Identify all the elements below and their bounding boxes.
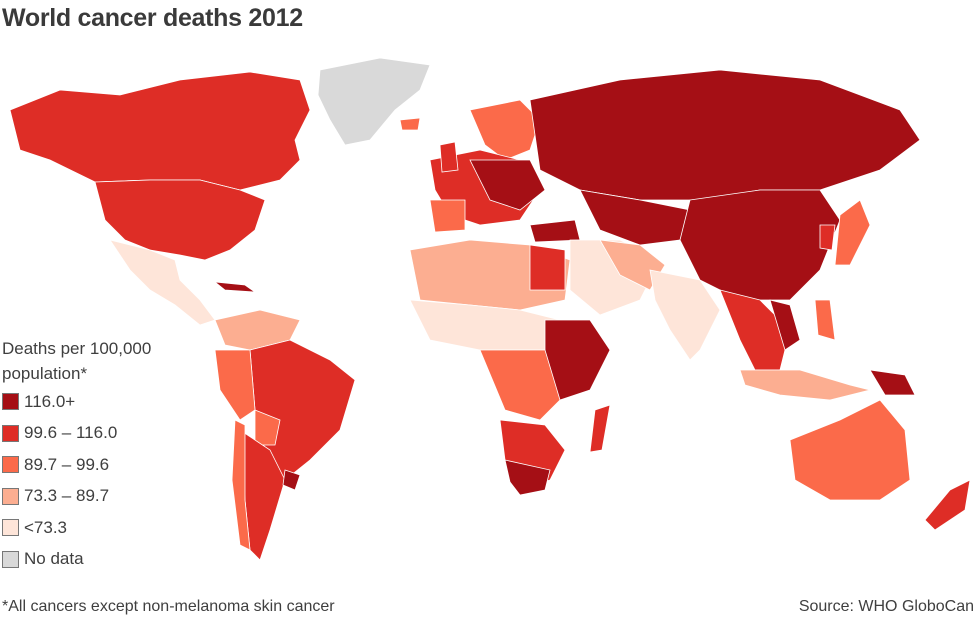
legend-title: Deaths per 100,000 population* <box>2 336 222 386</box>
region-iberia <box>429 199 466 233</box>
region-uruguay <box>282 469 301 491</box>
legend-swatch <box>2 424 19 442</box>
region-uk <box>439 141 459 173</box>
region-usa <box>94 179 266 261</box>
region-central-africa <box>479 349 561 421</box>
region-korea <box>819 224 836 251</box>
region-greenland <box>317 57 431 146</box>
legend-label: 116.0+ <box>24 391 76 411</box>
region-russia <box>529 69 921 201</box>
region-south-africa <box>504 459 551 496</box>
legend-swatch <box>2 519 19 537</box>
world-choropleth-map <box>9 57 971 561</box>
map-legend: Deaths per 100,000 population* 116.0+ 99… <box>2 336 222 575</box>
map-title: World cancer deaths 2012 <box>2 4 303 32</box>
footnote: *All cancers except non-melanoma skin ca… <box>2 598 335 615</box>
region-chile <box>231 419 251 551</box>
region-new-zealand <box>924 479 971 531</box>
region-china-mongolia <box>679 189 841 301</box>
legend-label: 73.3 – 89.7 <box>24 486 110 506</box>
region-vietnam <box>769 299 801 351</box>
region-papua-new-guinea <box>869 369 916 396</box>
legend-item-116-plus: 116.0+ <box>2 386 222 418</box>
region-peru <box>214 349 256 421</box>
region-madagascar <box>589 404 611 453</box>
source-credit: Source: WHO GloboCan <box>798 598 974 615</box>
legend-title-line2: population* <box>2 364 88 383</box>
legend-title-line1: Deaths per 100,000 <box>2 339 152 358</box>
legend-item-89-99: 89.7 – 99.6 <box>2 449 222 481</box>
region-caribbean <box>213 281 257 293</box>
legend-swatch <box>2 550 19 568</box>
region-turkey <box>529 219 581 243</box>
region-canada <box>9 71 311 191</box>
legend-item-no-data: No data <box>2 544 222 576</box>
legend-item-99-116: 99.6 – 116.0 <box>2 418 222 450</box>
region-india <box>649 269 721 361</box>
region-australia <box>789 399 911 501</box>
legend-label: 99.6 – 116.0 <box>24 423 118 443</box>
region-central-europe <box>469 159 546 211</box>
region-egypt <box>529 244 566 291</box>
region-iceland <box>399 117 421 131</box>
region-indonesia <box>739 369 871 401</box>
legend-swatch <box>2 393 19 411</box>
legend-item-below-73: <73.3 <box>2 512 222 544</box>
region-japan <box>834 199 871 266</box>
legend-label: No data <box>24 549 84 569</box>
region-sahel <box>409 299 561 351</box>
legend-label: 89.7 – 99.6 <box>24 454 110 474</box>
legend-swatch <box>2 456 19 474</box>
legend-label: <73.3 <box>24 517 68 537</box>
region-scandinavia <box>469 99 541 161</box>
region-bolivia <box>254 409 281 446</box>
region-philippines <box>814 299 836 341</box>
legend-item-73-89: 73.3 – 89.7 <box>2 481 222 513</box>
legend-swatch <box>2 487 19 505</box>
